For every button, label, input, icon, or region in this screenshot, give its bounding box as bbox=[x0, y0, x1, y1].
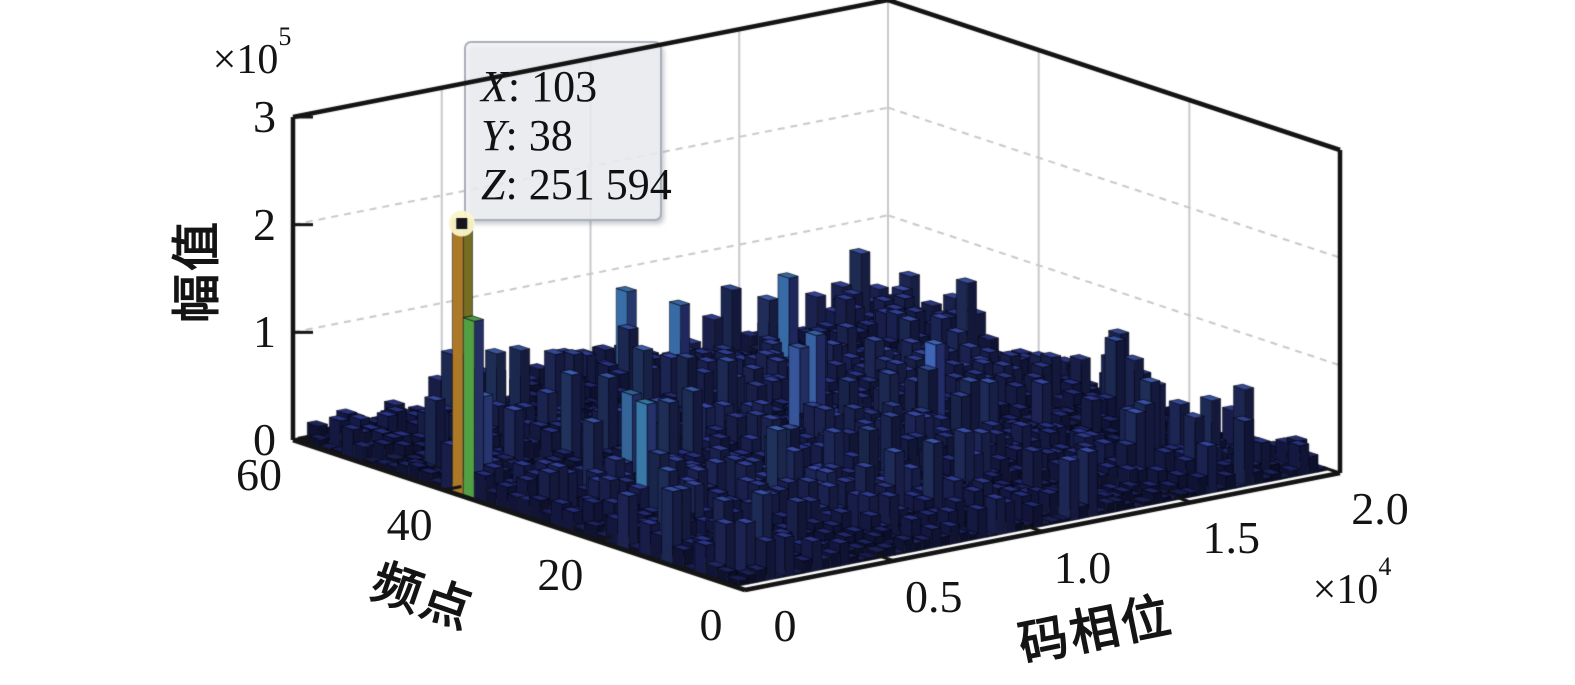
surface-plot-canvas bbox=[0, 0, 1575, 685]
surface-plot-figure: ×105 ×104 幅值 频点 码相位 0 1 2 3 0 20 40 60 0 0.5 1.0 1.… bbox=[0, 0, 1575, 685]
